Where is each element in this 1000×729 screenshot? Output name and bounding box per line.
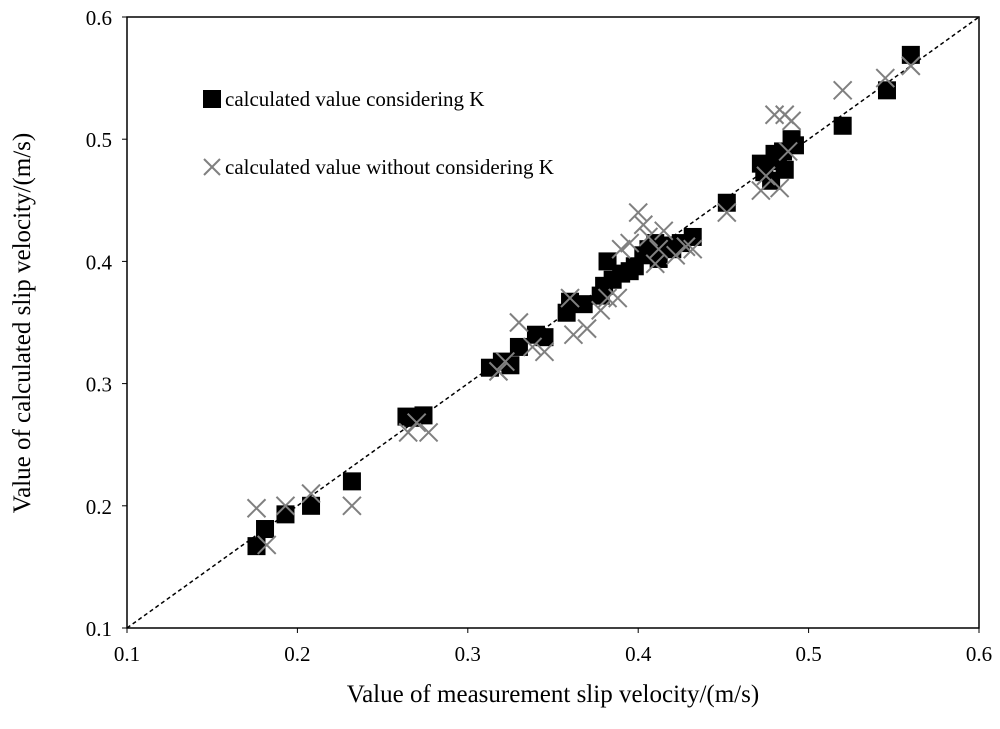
x-point	[654, 221, 674, 241]
data-points	[246, 45, 921, 556]
x-tick-label: 0.6	[966, 642, 992, 666]
x-point	[406, 412, 427, 433]
square-point	[509, 337, 528, 356]
x-tick-label: 0.2	[284, 642, 310, 666]
square-point	[256, 520, 275, 539]
axis-ticks: 0.1 0.2 0.3 0.4 0.5 0.6 0.1 0.2 0.3 0.4 0.5 0.6	[86, 6, 992, 666]
y-tick-label: 0.3	[86, 373, 112, 397]
y-tick-label: 0.6	[86, 6, 112, 30]
x-point	[665, 245, 686, 265]
x-point	[683, 239, 703, 259]
x-point	[764, 105, 785, 125]
square-point	[717, 193, 736, 212]
x-point	[832, 80, 853, 101]
x-point	[769, 178, 790, 198]
legend-label-without-k: calculated value without considering K	[225, 155, 554, 179]
x-tick-label: 0.4	[625, 642, 652, 666]
x-point	[246, 498, 267, 518]
x-point	[577, 318, 597, 339]
square-point	[574, 295, 593, 314]
x-point	[418, 422, 439, 443]
x-point	[676, 237, 696, 257]
x-point	[751, 180, 771, 201]
x-point	[781, 111, 802, 131]
x-point	[645, 254, 665, 274]
x-point	[563, 325, 584, 345]
square-point	[561, 292, 580, 311]
x-point	[342, 496, 362, 516]
square-point	[342, 472, 361, 491]
x-axis-title: Value of measurement slip velocity/(m/s)	[347, 681, 759, 708]
x-point	[778, 141, 798, 162]
legend-square-marker	[203, 90, 221, 108]
y-axis-title: Value of calculated slip velocity/(m/s)	[9, 133, 36, 513]
square-point	[302, 496, 321, 515]
y-tick-label: 0.5	[86, 128, 112, 152]
x-point	[608, 288, 628, 308]
x-tick-label: 0.5	[795, 642, 821, 666]
x-point	[717, 202, 737, 223]
x-point	[619, 233, 640, 253]
square-point	[535, 328, 554, 347]
legend-x-marker	[203, 158, 221, 176]
x-point	[633, 215, 654, 235]
y-tick-label: 0.4	[86, 250, 113, 274]
legend: calculated value considering K calculate…	[203, 87, 554, 179]
y-tick-label: 0.1	[86, 617, 112, 641]
x-point	[534, 342, 555, 362]
x-point	[301, 483, 321, 504]
x-point	[488, 361, 509, 382]
square-point	[775, 160, 794, 179]
square-point	[901, 45, 920, 64]
x-point	[638, 227, 659, 247]
x-tick-label: 0.3	[455, 642, 481, 666]
x-point	[628, 202, 648, 223]
square-point	[877, 81, 896, 100]
legend-label-considering-k: calculated value considering K	[225, 87, 484, 111]
x-point	[597, 288, 618, 308]
x-point	[522, 337, 543, 357]
x-point	[495, 351, 515, 372]
x-point	[875, 68, 895, 88]
y-tick-label: 0.2	[86, 495, 112, 519]
x-point	[275, 496, 296, 516]
x-point	[257, 535, 277, 555]
square-point	[833, 116, 852, 135]
x-tick-label: 0.1	[114, 642, 140, 666]
square-point	[276, 505, 295, 524]
x-point	[509, 312, 529, 333]
x-point	[591, 300, 611, 320]
x-point	[648, 239, 669, 259]
x-point	[901, 56, 921, 76]
square-point	[683, 227, 702, 246]
x-point	[560, 288, 580, 308]
x-point	[611, 239, 631, 259]
